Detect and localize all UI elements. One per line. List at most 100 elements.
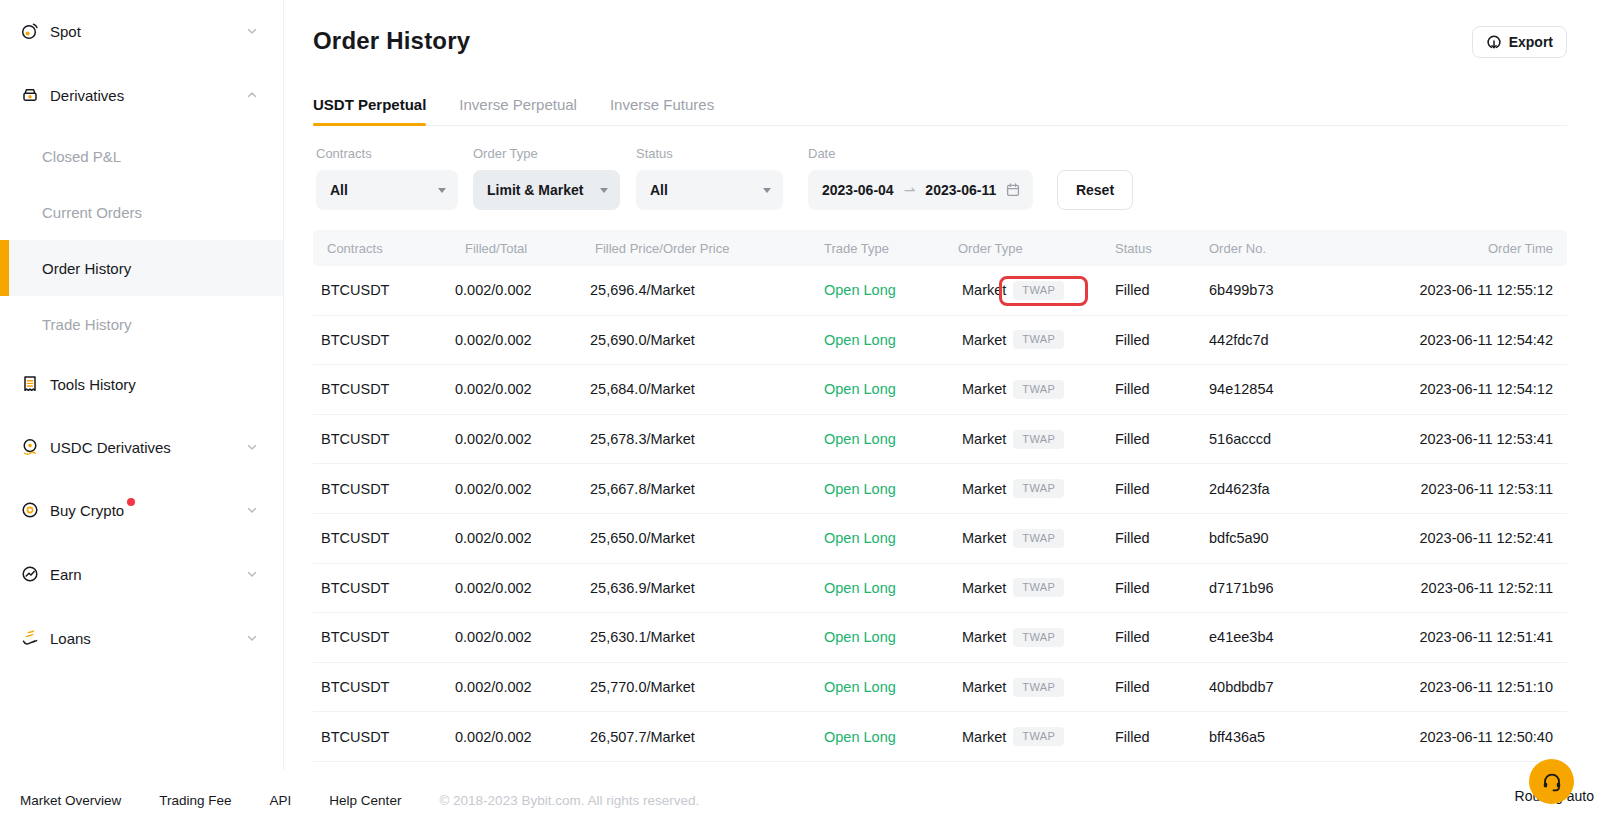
cell-order-type: MarketTWAP (958, 727, 1115, 746)
cell-filled-price: 25,696.4/Market (590, 282, 824, 298)
table-row: BTCUSDT 0.002/0.002 25,770.0/Market Open… (313, 663, 1567, 713)
cell-trade-type: Open Long (824, 381, 958, 397)
sidebar-item-earn[interactable]: Earn (0, 542, 283, 606)
calendar-icon (1005, 182, 1021, 198)
cell-trade-type: Open Long (824, 629, 958, 645)
cell-order-time: 2023-06-11 12:53:11 (1341, 481, 1553, 497)
tab-usdt-perpetual[interactable]: USDT Perpetual (313, 96, 426, 125)
tab-inverse-futures[interactable]: Inverse Futures (610, 96, 714, 125)
sidebar-item-loans[interactable]: Loans (0, 606, 283, 670)
tools-history-icon (20, 374, 40, 394)
twap-badge: TWAP (1013, 330, 1064, 349)
filter-bar: Contracts All Order Type Limit & Market … (316, 146, 1567, 210)
tab-bar: USDT Perpetual Inverse Perpetual Inverse… (313, 96, 1567, 126)
order-type-select[interactable]: Limit & Market (473, 170, 620, 210)
reset-button[interactable]: Reset (1057, 170, 1133, 210)
cell-contracts: BTCUSDT (321, 381, 455, 397)
earn-icon (20, 564, 40, 584)
cell-filled-price: 25,636.9/Market (590, 580, 824, 596)
headset-icon (1540, 770, 1564, 794)
footer-link-help-center[interactable]: Help Center (329, 793, 401, 808)
cell-order-time: 2023-06-11 12:51:10 (1341, 679, 1553, 695)
cell-order-no: 94e12854 (1209, 381, 1341, 397)
cell-order-no: e41ee3b4 (1209, 629, 1341, 645)
table-row: BTCUSDT 0.002/0.002 25,684.0/Market Open… (313, 365, 1567, 415)
date-range-picker[interactable]: 2023-06-04 ⇀ 2023-06-11 (808, 170, 1033, 210)
sidebar-item-usdc-derivatives[interactable]: USDC Derivatives (0, 416, 283, 478)
twap-badge: TWAP (1013, 628, 1064, 647)
arrow-right-icon: ⇀ (904, 182, 916, 198)
cell-order-type: MarketTWAP (958, 380, 1115, 399)
cell-status: Filled (1115, 629, 1209, 645)
cell-filled-total: 0.002/0.002 (455, 431, 590, 447)
contracts-select[interactable]: All (316, 170, 458, 210)
order-table-body: BTCUSDT 0.002/0.002 25,696.4/Market Open… (313, 266, 1567, 762)
twap-badge: TWAP (1013, 281, 1064, 300)
sidebar-item-current-orders[interactable]: Current Orders (0, 184, 283, 240)
cell-filled-price: 25,770.0/Market (590, 679, 824, 695)
sidebar-item-label: Earn (50, 566, 82, 583)
footer-link-trading-fee[interactable]: Trading Fee (159, 793, 231, 808)
cell-filled-price: 25,667.8/Market (590, 481, 824, 497)
chevron-down-icon (246, 568, 258, 580)
sidebar-item-order-history[interactable]: Order History (0, 240, 283, 296)
usdc-derivatives-icon (20, 437, 40, 457)
status-select[interactable]: All (636, 170, 783, 210)
sidebar-item-label: USDC Derivatives (50, 439, 171, 456)
footer-link-market-overview[interactable]: Market Overview (20, 793, 121, 808)
cell-order-time: 2023-06-11 12:53:41 (1341, 431, 1553, 447)
page-title: Order History (313, 26, 1567, 56)
cell-order-type: MarketTWAP (958, 678, 1115, 697)
chevron-down-icon (246, 632, 258, 644)
cell-filled-total: 0.002/0.002 (455, 679, 590, 695)
cell-filled-price: 25,690.0/Market (590, 332, 824, 348)
cell-status: Filled (1115, 530, 1209, 546)
cell-order-no: 516acccd (1209, 431, 1341, 447)
cell-filled-price: 25,684.0/Market (590, 381, 824, 397)
loans-icon (20, 628, 40, 648)
cell-order-type: MarketTWAP (958, 479, 1115, 498)
table-row: BTCUSDT 0.002/0.002 25,696.4/Market Open… (313, 266, 1567, 316)
cell-filled-price: 25,630.1/Market (590, 629, 824, 645)
chevron-down-icon (246, 441, 258, 453)
sidebar-item-buy-crypto[interactable]: Buy Crypto (0, 478, 283, 542)
cell-status: Filled (1115, 679, 1209, 695)
sidebar-item-closed-pnl[interactable]: Closed P&L (0, 128, 283, 184)
support-button[interactable] (1529, 759, 1574, 804)
filter-order-type: Order Type Limit & Market (473, 146, 620, 210)
cell-order-time: 2023-06-11 12:51:41 (1341, 629, 1553, 645)
sidebar-item-trade-history[interactable]: Trade History (0, 296, 283, 352)
cell-contracts: BTCUSDT (321, 282, 455, 298)
sidebar-item-spot[interactable]: Spot (0, 0, 283, 62)
table-header: Contracts Filled/Total Filled Price/Orde… (313, 230, 1567, 266)
cell-filled-price: 25,678.3/Market (590, 431, 824, 447)
export-button[interactable]: Export (1472, 26, 1567, 58)
sidebar-item-label: Buy Crypto (50, 502, 124, 519)
sidebar-item-tools-history[interactable]: Tools History (0, 352, 283, 416)
twap-badge: TWAP (1013, 678, 1064, 697)
table-row: BTCUSDT 0.002/0.002 25,678.3/Market Open… (313, 415, 1567, 465)
notification-dot (127, 498, 135, 506)
twap-badge: TWAP (1013, 380, 1064, 399)
cell-order-time: 2023-06-11 12:52:41 (1341, 530, 1553, 546)
tab-inverse-perpetual[interactable]: Inverse Perpetual (459, 96, 577, 125)
cell-filled-total: 0.002/0.002 (455, 580, 590, 596)
cell-trade-type: Open Long (824, 530, 958, 546)
caret-down-icon (438, 188, 446, 193)
cell-contracts: BTCUSDT (321, 431, 455, 447)
cell-trade-type: Open Long (824, 431, 958, 447)
cell-order-no: bff436a5 (1209, 729, 1341, 745)
app: Spot Derivatives Closed P&L Current Ord (0, 0, 1600, 770)
cell-order-type: MarketTWAP (958, 330, 1115, 349)
cell-contracts: BTCUSDT (321, 629, 455, 645)
cell-filled-total: 0.002/0.002 (455, 530, 590, 546)
cell-order-type: MarketTWAP (958, 578, 1115, 597)
sidebar-item-derivatives[interactable]: Derivatives (0, 62, 283, 128)
sidebar-item-label: Loans (50, 630, 91, 647)
table-row: BTCUSDT 0.002/0.002 25,690.0/Market Open… (313, 316, 1567, 366)
copyright: © 2018-2023 Bybit.com. All rights reserv… (439, 793, 699, 808)
cell-contracts: BTCUSDT (321, 729, 455, 745)
cell-order-time: 2023-06-11 12:55:12 (1341, 282, 1553, 298)
footer-link-api[interactable]: API (270, 793, 292, 808)
order-table: Contracts Filled/Total Filled Price/Orde… (313, 230, 1567, 762)
